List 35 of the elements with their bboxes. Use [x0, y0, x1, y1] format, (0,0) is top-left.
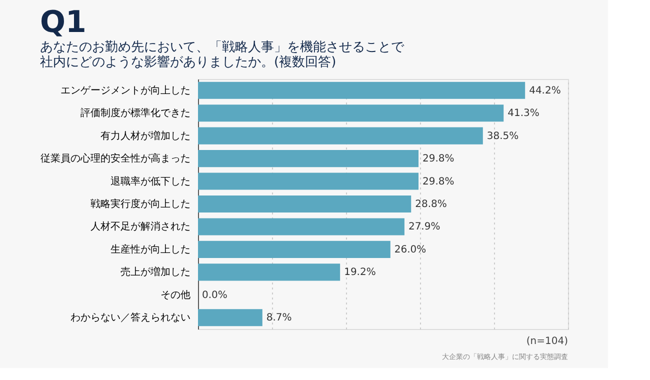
bar: [198, 104, 504, 122]
y-tick-label: エンゲージメントが向上した: [60, 84, 190, 96]
data-label: 0.0%: [202, 290, 228, 301]
data-label: 8.7%: [266, 312, 292, 324]
bar: [198, 240, 390, 258]
chart-title: Q1: [40, 5, 86, 40]
bar: [198, 195, 412, 213]
data-label: 41.3%: [508, 108, 540, 120]
bar: [198, 309, 262, 326]
data-label: 19.2%: [344, 267, 376, 278]
y-tick-label: 評価制度が標準化できた: [80, 107, 190, 120]
data-label: 38.5%: [486, 130, 519, 142]
bar: [198, 218, 404, 236]
data-label: 29.8%: [422, 154, 454, 165]
data-label: 44.2%: [529, 85, 561, 96]
y-tick-label: 生産性が向上した: [110, 243, 190, 256]
y-tick-label: 売上が増加した: [120, 266, 190, 278]
y-tick-label: その他: [160, 288, 190, 301]
data-label: 27.9%: [408, 222, 440, 233]
data-label: 26.0%: [394, 244, 426, 256]
data-label: 29.8%: [422, 176, 454, 188]
bar: [198, 82, 526, 99]
y-tick-label: 退職率が低下した: [110, 175, 190, 188]
bar: [198, 150, 419, 168]
y-tick-label: わからない／答えられない: [70, 312, 190, 324]
data-label: 28.8%: [415, 199, 447, 210]
y-tick-label: 有力人材が増加した: [100, 130, 190, 142]
bar: [198, 264, 340, 281]
bar: [198, 172, 419, 190]
y-tick-label: 人材不足が解消された: [90, 220, 190, 233]
y-tick-label: 従業員の心理的安全性が高まった: [40, 152, 190, 165]
y-tick-label: 戦略実行度が向上した: [90, 198, 190, 210]
bar: [198, 127, 483, 144]
chart-subtitle: あなたのお勤め先において、「戦略人事」を機能させることで社内にどのような影響がありましたか。(複数回答): [40, 40, 405, 70]
text: (n=104): [526, 336, 568, 347]
